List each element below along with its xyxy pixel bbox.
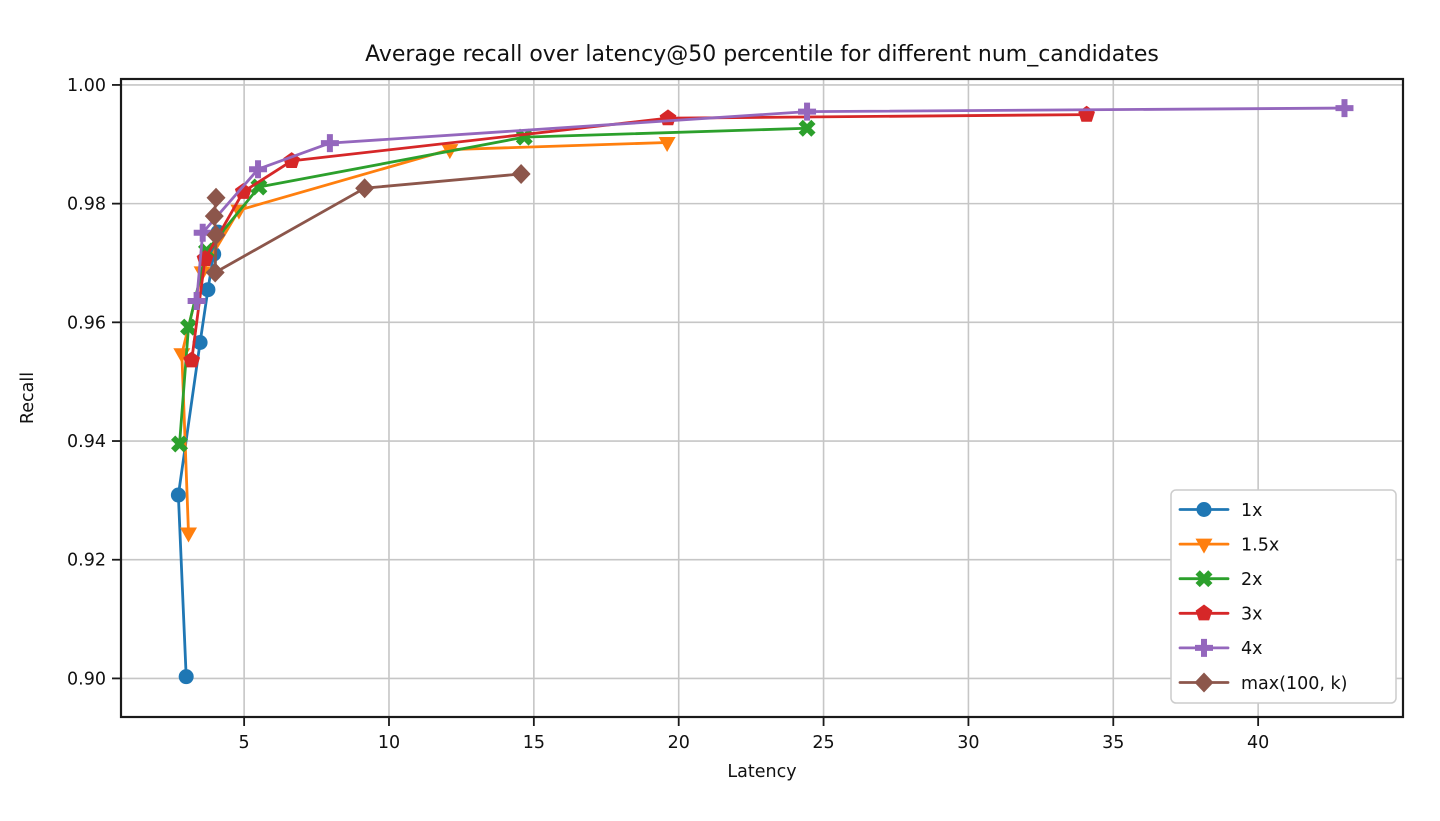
circle-marker-icon: [200, 282, 216, 298]
legend-label: 1x: [1241, 501, 1263, 521]
diamond-marker-icon: [205, 262, 225, 283]
x-tick-label: 35: [1102, 733, 1124, 753]
legend: 1x 1.5x 2x 3x 4x max(100, k): [1170, 489, 1397, 704]
circle-marker-icon: [170, 487, 186, 503]
x-tick-label: 5: [239, 733, 250, 753]
legend-label: 3x: [1241, 605, 1263, 625]
x-filled-marker-icon: [171, 435, 189, 453]
y-tick-label: 0.98: [67, 195, 106, 215]
y-tick-label: 0.92: [67, 551, 106, 571]
plus-filled-marker-icon: [187, 291, 206, 310]
circle-marker-icon: [1196, 502, 1212, 517]
series-3x: [183, 105, 1095, 368]
legend-label: 1.5x: [1241, 535, 1279, 555]
circle-marker-icon: [192, 335, 208, 351]
triangle-down-marker-icon: [1195, 538, 1213, 554]
y-tick-label: 1.00: [67, 76, 106, 96]
y-tick-label: 0.94: [67, 432, 106, 452]
legend-item-4x: 4x: [1178, 638, 1263, 659]
x-tick-label: 25: [812, 733, 834, 753]
x-filled-marker-icon: [798, 119, 816, 137]
pentagon-marker-icon: [1195, 604, 1213, 621]
x-tick-label: 40: [1247, 733, 1269, 753]
x-filled-marker-icon: [1195, 570, 1213, 588]
series-4x: [187, 99, 1354, 310]
x-tick-label: 30: [957, 733, 979, 753]
plus-filled-marker-icon: [249, 160, 268, 179]
y-tick-label: 0.90: [67, 669, 106, 689]
series-max-100-k: [204, 163, 531, 283]
pentagon-marker-icon: [183, 351, 201, 368]
legend-item-1-5x: 1.5x: [1178, 535, 1279, 555]
legend-label: 4x: [1241, 639, 1263, 659]
diamond-marker-icon: [355, 178, 375, 199]
diamond-marker-icon: [206, 187, 226, 208]
axis-ticks: [112, 84, 1260, 726]
legend-item-1x: 1x: [1178, 501, 1263, 521]
pentagon-marker-icon: [1078, 105, 1095, 122]
x-tick-label: 10: [378, 733, 400, 753]
legend-label: max(100, k): [1241, 674, 1347, 694]
y-axis-label: Recall: [18, 371, 38, 425]
legend-label: 2x: [1241, 570, 1263, 590]
legend-item-2x: 2x: [1178, 570, 1263, 590]
diamond-marker-icon: [511, 163, 531, 184]
plus-filled-marker-icon: [320, 134, 339, 153]
chart-title: Average recall over latency@50 percentil…: [365, 42, 1159, 67]
pentagon-marker-icon: [234, 182, 252, 199]
x-axis-label: Latency: [727, 762, 797, 782]
legend-item-max-100-k: max(100, k): [1178, 672, 1347, 694]
circle-marker-icon: [178, 669, 194, 685]
legend-item-3x: 3x: [1178, 604, 1263, 625]
tick-labels: 5 10 15 20 25 30 35 40 0.90 0.92 0.94 0.96 0.98 1.00: [67, 76, 1269, 753]
plus-filled-marker-icon: [193, 223, 212, 242]
x-tick-label: 15: [523, 733, 545, 753]
x-tick-label: 20: [668, 733, 690, 753]
x-filled-marker-icon: [180, 318, 197, 336]
y-tick-label: 0.96: [67, 313, 106, 333]
triangle-down-marker-icon: [658, 137, 676, 153]
plus-filled-marker-icon: [798, 102, 817, 121]
axes-frame: [119, 77, 1405, 719]
diamond-marker-icon: [204, 206, 224, 227]
triangle-down-marker-icon: [180, 527, 198, 543]
plus-filled-marker-icon: [1335, 99, 1354, 118]
diamond-marker-icon: [1194, 672, 1214, 693]
diamond-marker-icon: [206, 225, 226, 246]
pentagon-marker-icon: [659, 109, 677, 126]
plus-filled-marker-icon: [1195, 638, 1213, 657]
x-filled-marker-icon: [250, 178, 268, 196]
